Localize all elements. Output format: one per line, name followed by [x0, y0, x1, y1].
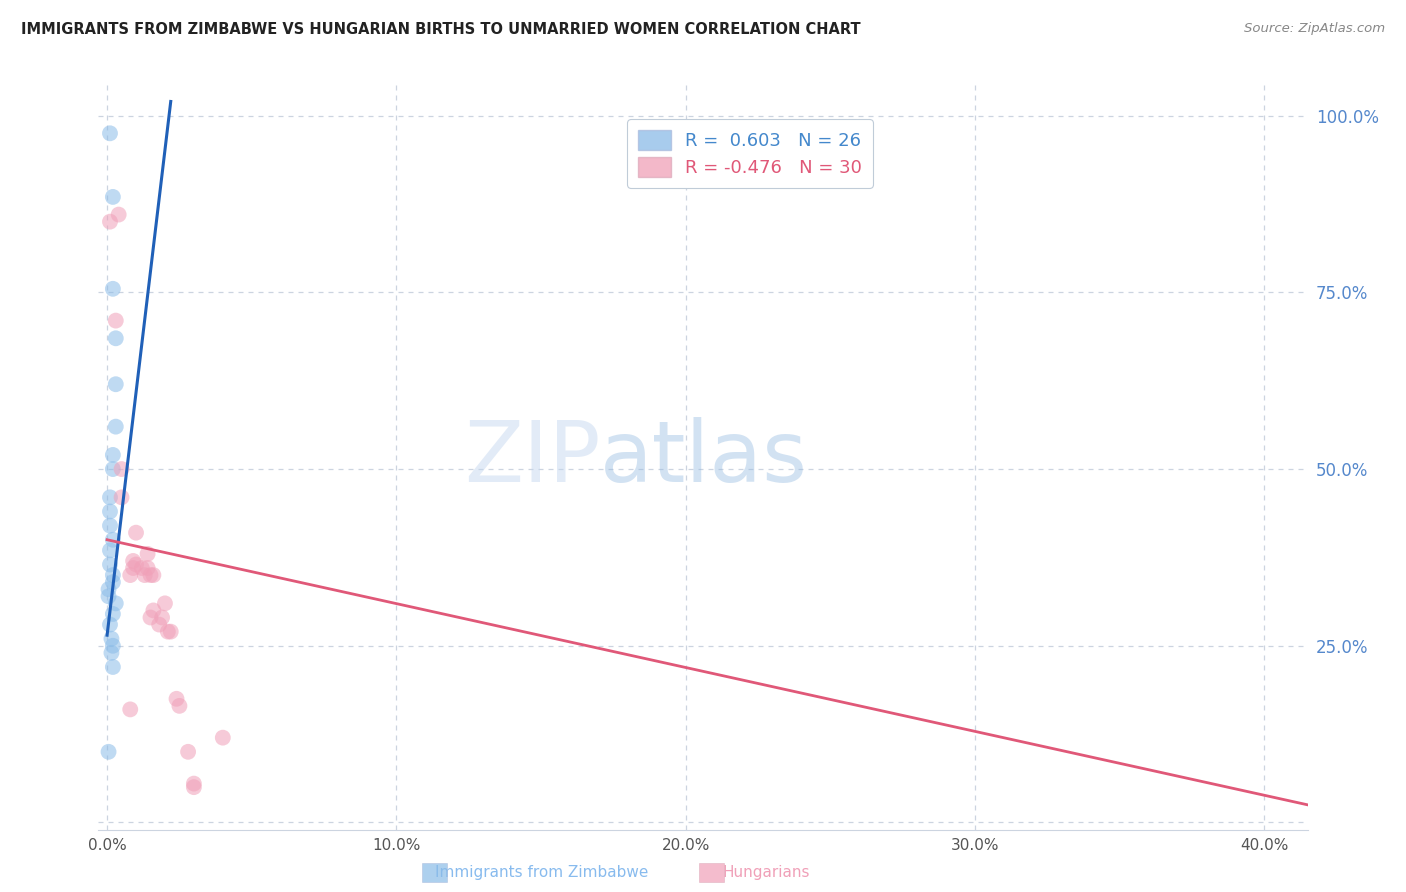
Point	[148, 617, 170, 632]
Point	[150, 610, 173, 624]
Point	[101, 462, 124, 476]
Point	[104, 331, 127, 345]
Point	[97, 582, 120, 597]
Point	[98, 504, 121, 518]
Point	[97, 589, 120, 603]
Point	[98, 126, 121, 140]
Point	[101, 448, 124, 462]
Point	[98, 617, 121, 632]
Point	[125, 558, 148, 572]
Point	[183, 780, 205, 794]
Point	[101, 607, 124, 621]
Point	[142, 603, 165, 617]
Point	[139, 610, 162, 624]
Point	[101, 282, 124, 296]
Point	[98, 518, 121, 533]
Point	[110, 491, 132, 505]
Point	[104, 313, 127, 327]
Point	[104, 419, 127, 434]
Point	[156, 624, 179, 639]
Text: IMMIGRANTS FROM ZIMBABWE VS HUNGARIAN BIRTHS TO UNMARRIED WOMEN CORRELATION CHAR: IMMIGRANTS FROM ZIMBABWE VS HUNGARIAN BI…	[21, 22, 860, 37]
Point	[98, 214, 121, 228]
Point	[100, 646, 122, 660]
Point	[169, 698, 191, 713]
Point	[120, 568, 142, 582]
Point	[107, 208, 129, 222]
Point	[100, 632, 122, 646]
Point	[136, 547, 159, 561]
Point	[139, 568, 162, 582]
Point	[211, 731, 233, 745]
Text: Source: ZipAtlas.com: Source: ZipAtlas.com	[1244, 22, 1385, 36]
Point	[98, 558, 121, 572]
Point	[153, 596, 176, 610]
Point	[101, 639, 124, 653]
Text: Hungarians: Hungarians	[723, 865, 810, 880]
Point	[122, 561, 145, 575]
Point	[177, 745, 200, 759]
Point	[101, 575, 124, 590]
Point	[104, 596, 127, 610]
Point	[136, 561, 159, 575]
Point	[98, 491, 121, 505]
Point	[101, 533, 124, 547]
Point	[97, 745, 120, 759]
Text: atlas: atlas	[600, 417, 808, 500]
Point	[104, 377, 127, 392]
Point	[122, 554, 145, 568]
Point	[166, 691, 188, 706]
Point	[131, 561, 153, 575]
Point	[125, 525, 148, 540]
Point	[120, 702, 142, 716]
Text: ZIP: ZIP	[464, 417, 600, 500]
Point	[142, 568, 165, 582]
Point	[101, 568, 124, 582]
Point	[159, 624, 181, 639]
Point	[101, 660, 124, 674]
Legend: R =  0.603   N = 26, R = -0.476   N = 30: R = 0.603 N = 26, R = -0.476 N = 30	[627, 120, 873, 188]
Point	[134, 568, 156, 582]
Point	[110, 462, 132, 476]
Point	[183, 776, 205, 790]
Point	[101, 190, 124, 204]
Text: Immigrants from Zimbabwe: Immigrants from Zimbabwe	[434, 865, 648, 880]
Point	[98, 543, 121, 558]
